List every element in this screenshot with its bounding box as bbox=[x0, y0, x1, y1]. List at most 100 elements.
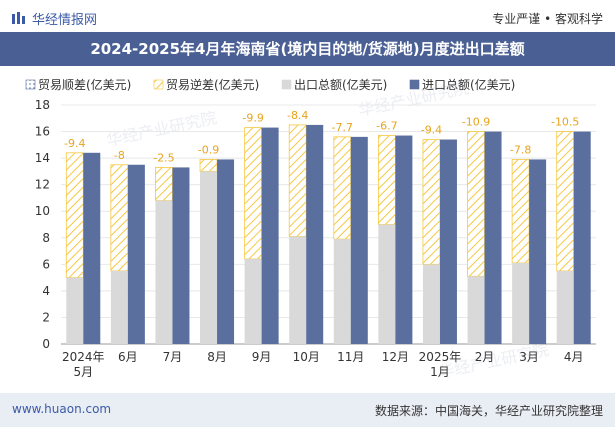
legend-label: 进口总额(亿美元) bbox=[422, 77, 515, 92]
x-tick-label: 9月 bbox=[252, 350, 272, 364]
export-bar bbox=[467, 276, 485, 344]
header: 华经情报网 专业严谨 • 客观科学 bbox=[0, 0, 615, 36]
x-tick-label: 10月 bbox=[293, 350, 320, 364]
deficit-bar bbox=[110, 164, 129, 272]
x-tick-line: 9月 bbox=[252, 350, 272, 364]
deficit-bar bbox=[422, 139, 441, 265]
x-tick-line: 2月 bbox=[475, 350, 495, 364]
x-tick-line: 7月 bbox=[163, 350, 183, 364]
x-tick-line: 6月 bbox=[118, 350, 138, 364]
deficit-bar bbox=[244, 127, 263, 260]
export-bar bbox=[66, 277, 84, 344]
export-bar bbox=[289, 236, 307, 344]
import-bar bbox=[395, 135, 413, 344]
x-tick-line: 3月 bbox=[519, 350, 539, 364]
data-label: -7.8 bbox=[510, 143, 531, 156]
website-link[interactable]: www.huaon.com bbox=[12, 402, 112, 416]
x-tick-label: 7月 bbox=[163, 350, 183, 364]
export-bar bbox=[333, 239, 351, 344]
deficit-bar bbox=[511, 159, 530, 264]
deficit-bar bbox=[65, 152, 84, 279]
deficit-bar bbox=[333, 136, 352, 240]
x-tick-label: 8月 bbox=[207, 350, 227, 364]
export-bar bbox=[556, 270, 574, 344]
data-label: -8 bbox=[114, 149, 125, 162]
data-label: -9.4 bbox=[421, 124, 442, 137]
import-bar bbox=[573, 131, 591, 344]
x-tick-line: 1月 bbox=[430, 365, 450, 379]
data-label: -10.9 bbox=[462, 116, 490, 129]
data-label: -7.7 bbox=[332, 121, 353, 134]
legend-label: 贸易逆差(亿美元) bbox=[166, 77, 259, 92]
x-tick-label: 2024年 5月 bbox=[62, 350, 105, 379]
deficit-bar bbox=[467, 131, 485, 277]
x-tick-label: 2025年 1月 bbox=[419, 350, 462, 379]
chart-title: 2024-2025年4月年海南省(境内目的地/货源地)月度进出口差额 bbox=[0, 32, 615, 66]
y-tick-label: 0 bbox=[42, 337, 50, 351]
tagline: 专业严谨 • 客观科学 bbox=[492, 12, 603, 26]
legend-swatch bbox=[281, 79, 292, 90]
data-label: -6.7 bbox=[376, 120, 397, 133]
x-tick-line: 2025年 bbox=[419, 350, 462, 364]
x-tick-label: 12月 bbox=[382, 350, 409, 364]
x-tick-line: 10月 bbox=[293, 350, 320, 364]
data-source: 数据来源：中国海关，华经产业研究院整理 bbox=[374, 404, 603, 418]
deficit-bar bbox=[155, 167, 173, 201]
y-tick-label: 8 bbox=[42, 231, 50, 245]
legend-swatch bbox=[409, 79, 420, 90]
brand[interactable]: 华经情报网 bbox=[12, 9, 97, 28]
import-bar bbox=[484, 131, 502, 344]
export-bar bbox=[200, 171, 218, 344]
data-label: -9.9 bbox=[242, 112, 263, 125]
x-tick-line: 5月 bbox=[73, 365, 93, 379]
x-tick-label: 3月 bbox=[519, 350, 539, 364]
deficit-bar bbox=[199, 159, 218, 172]
x-tick-line: 11月 bbox=[337, 350, 364, 364]
import-bar bbox=[261, 127, 279, 344]
x-tick-line: 4月 bbox=[564, 350, 584, 364]
y-tick-label: 18 bbox=[35, 98, 50, 112]
deficit-bar bbox=[377, 135, 396, 225]
y-tick-label: 16 bbox=[35, 125, 50, 139]
import-bar bbox=[127, 164, 145, 344]
footer: www.huaon.com 数据来源：中国海关，华经产业研究院整理 bbox=[0, 393, 615, 427]
export-bar bbox=[110, 270, 128, 344]
export-bar bbox=[244, 259, 262, 344]
deficit-bar bbox=[556, 131, 575, 272]
data-label: -8.4 bbox=[287, 109, 308, 122]
x-tick-line: 12月 bbox=[382, 350, 409, 364]
export-bar bbox=[155, 200, 173, 344]
export-bar bbox=[512, 263, 530, 344]
data-label: -9.4 bbox=[64, 137, 85, 150]
legend-label: 贸易顺差(亿美元) bbox=[38, 77, 131, 92]
x-tick-line: 8月 bbox=[207, 350, 227, 364]
data-label: -2.5 bbox=[153, 151, 174, 164]
brand-name: 华经情报网 bbox=[32, 13, 98, 28]
import-bar bbox=[306, 124, 324, 344]
export-bar bbox=[422, 264, 440, 344]
import-bar bbox=[83, 152, 101, 344]
import-bar bbox=[217, 159, 235, 344]
x-tick-label: 2月 bbox=[475, 350, 495, 364]
deficit-bar bbox=[288, 124, 307, 237]
y-tick-label: 2 bbox=[42, 310, 50, 324]
y-tick-label: 10 bbox=[35, 204, 50, 218]
data-label: -0.9 bbox=[198, 143, 219, 156]
import-bar bbox=[350, 136, 368, 344]
legend-swatch bbox=[25, 79, 36, 90]
legend-swatch bbox=[153, 79, 164, 90]
x-tick-line: 2024年 bbox=[62, 350, 105, 364]
y-tick-label: 14 bbox=[35, 151, 50, 165]
legend-label: 出口总额(亿美元) bbox=[294, 77, 387, 92]
x-tick-label: 4月 bbox=[564, 350, 584, 364]
y-tick-label: 6 bbox=[42, 257, 50, 271]
import-bar bbox=[439, 139, 457, 344]
export-bar bbox=[378, 224, 396, 344]
y-tick-label: 4 bbox=[42, 284, 50, 298]
logo-icon bbox=[12, 11, 25, 24]
x-tick-label: 11月 bbox=[337, 350, 364, 364]
x-tick-label: 6月 bbox=[118, 350, 138, 364]
y-tick-label: 12 bbox=[35, 178, 50, 192]
data-label: -10.5 bbox=[551, 116, 579, 129]
import-bar bbox=[172, 167, 190, 344]
